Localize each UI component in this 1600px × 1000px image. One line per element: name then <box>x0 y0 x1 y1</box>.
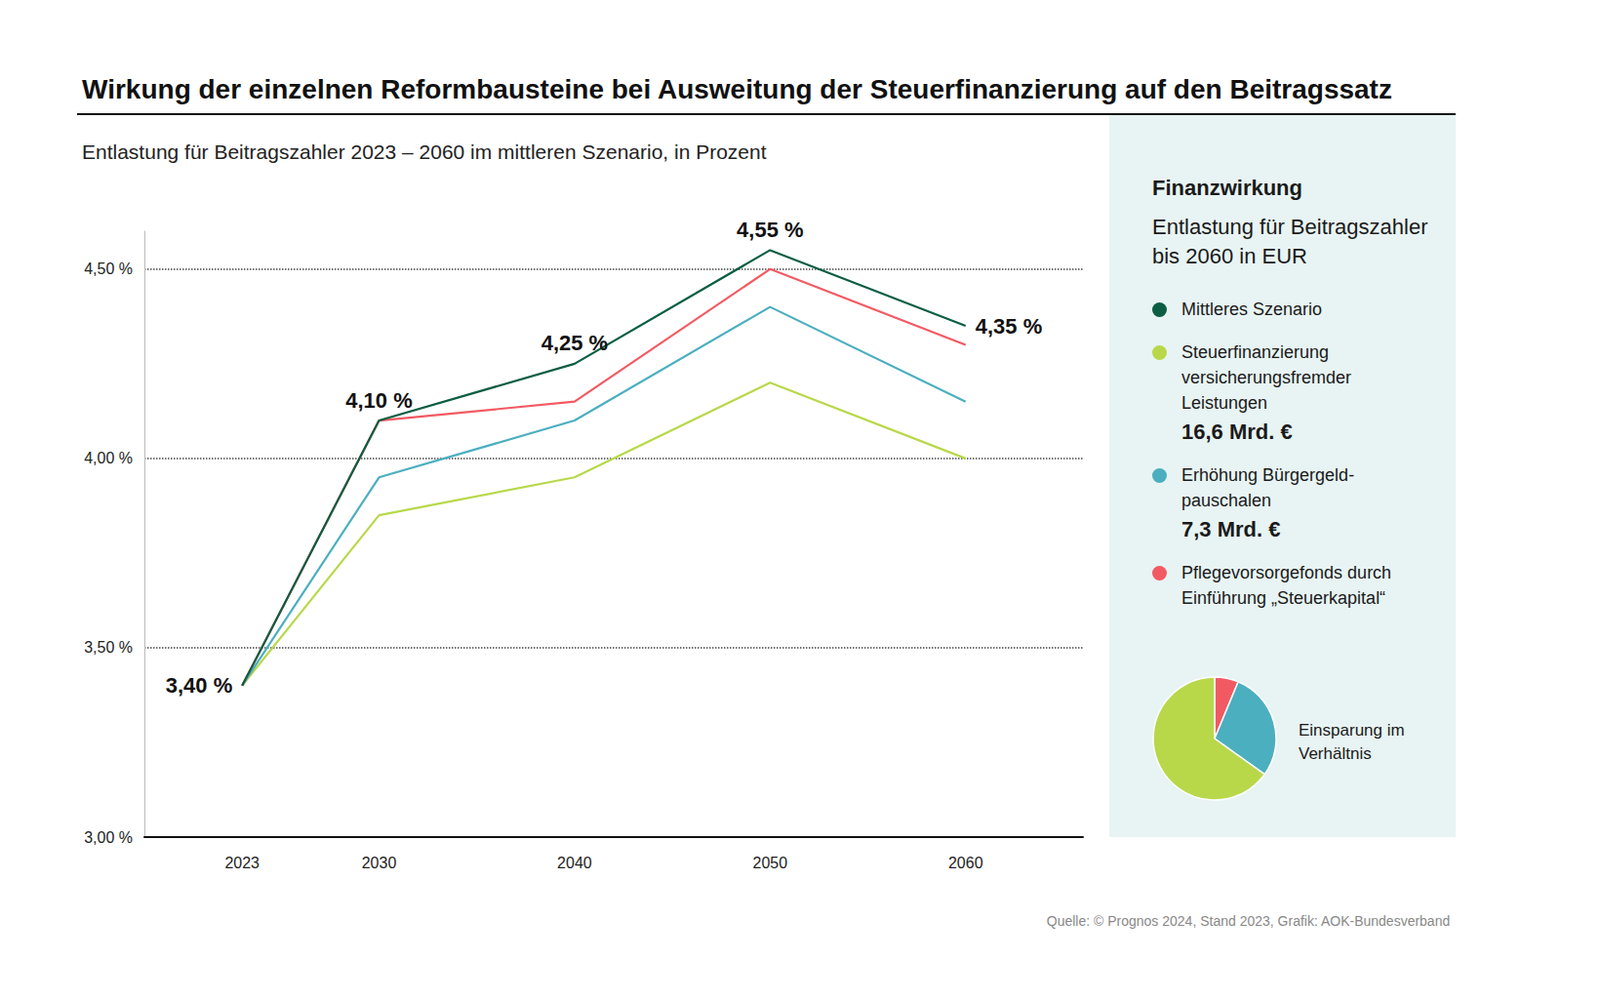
svg-text:2050: 2050 <box>753 854 789 872</box>
svg-text:2030: 2030 <box>361 854 398 872</box>
svg-text:2040: 2040 <box>557 854 593 872</box>
svg-text:3,00 %: 3,00 % <box>83 829 133 846</box>
html-text:Entlastung für Beitrags­zahler: Entlastung für Beitrags­zahler bis 2060 … <box>1152 214 1428 269</box>
svg-text:4,10 %: 4,10 % <box>345 388 413 413</box>
svg-text:4,25 %: 4,25 % <box>541 330 609 356</box>
html-text:Erhöhung Bürgergeld­pauschalen: Erhöhung Bürgergeld­pauschalen <box>1181 465 1355 511</box>
svg-text:4,00 %: 4,00 % <box>83 449 133 467</box>
html-text:Mittleres Szenario: Mittleres Szenario <box>1181 299 1323 320</box>
html-text:Einsparung im Verhältnis: Einsparung im Verhältnis <box>1298 720 1405 763</box>
html-text:Pflegevorsorgefonds durch Einf: Pflegevorsorgefonds durch Einführung „St… <box>1181 562 1392 608</box>
html-text:16,6 Mrd. €: 16,6 Mrd. € <box>1181 419 1293 444</box>
html-text:7,3 Mrd. €: 7,3 Mrd. € <box>1181 517 1281 542</box>
html-text:Steuerfinanzierung versicherun: Steuerfinanzierung versicherungsfremder … <box>1181 342 1352 413</box>
svg-text:2023: 2023 <box>224 854 260 872</box>
svg-text:3,50 %: 3,50 % <box>83 639 133 656</box>
html-text:Finanzwirkung: Finanzwirkung <box>1152 175 1303 200</box>
svg-text:Wirkung der einzelnen Reformba: Wirkung der einzelnen Reformbausteine be… <box>81 74 1393 105</box>
svg-text:Quelle: © Prognos 2024, Stand: Quelle: © Prognos 2024, Stand 2023, Graf… <box>1046 913 1450 929</box>
svg-text:2060: 2060 <box>948 854 984 872</box>
svg-text:3,40 %: 3,40 % <box>165 673 234 698</box>
svg-text:4,35 %: 4,35 % <box>975 314 1043 339</box>
svg-text:Entlastung für Beitragszahler: Entlastung für Beitragszahler 2023 – 206… <box>81 140 767 163</box>
svg-text:4,50 %: 4,50 % <box>83 260 133 278</box>
svg-text:4,55 %: 4,55 % <box>736 217 804 242</box>
